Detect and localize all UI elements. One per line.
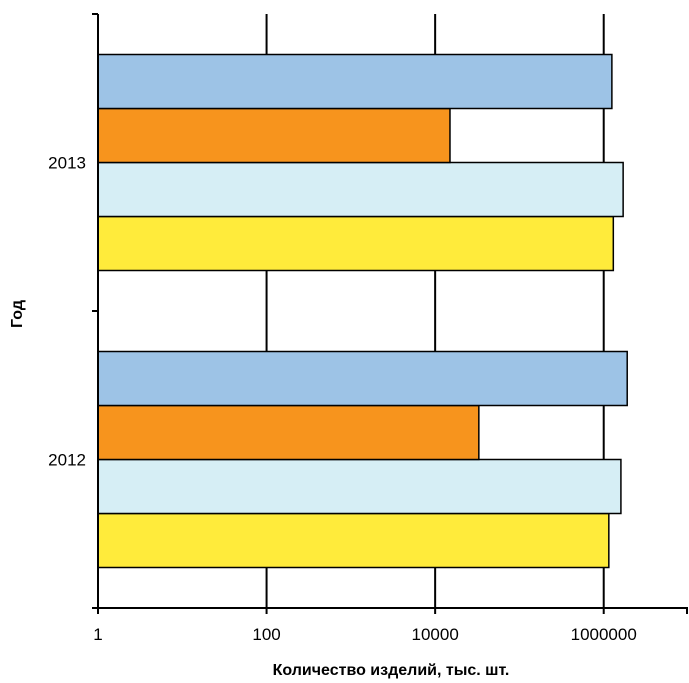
x-tick-label: 10000 bbox=[412, 625, 459, 644]
x-axis-title: Количество изделий, тыс. шт. bbox=[273, 662, 510, 679]
bar-2013-series-1 bbox=[97, 215, 615, 272]
bar-2013-series-2 bbox=[97, 161, 624, 218]
y-axis-title: Год bbox=[9, 300, 26, 328]
tick-labels: 2012 2013 1 100 10000 1000000 bbox=[48, 154, 637, 645]
ticks bbox=[92, 13, 688, 614]
bar-2013-series-3 bbox=[97, 107, 451, 164]
x-tick-label: 100 bbox=[252, 625, 280, 644]
x-tick-label: 1 bbox=[93, 625, 102, 644]
x-tick-label: 1000000 bbox=[571, 625, 637, 644]
bar-2012-series-3 bbox=[97, 404, 480, 461]
bar-2012-series-2 bbox=[97, 458, 622, 515]
bar-2012-series-1 bbox=[97, 512, 610, 569]
bar-2012-series-4 bbox=[97, 350, 628, 407]
bars bbox=[97, 53, 628, 569]
y-tick-label: 2013 bbox=[48, 154, 86, 173]
y-tick-label: 2012 bbox=[48, 451, 86, 470]
bar-2013-series-4 bbox=[97, 53, 613, 110]
